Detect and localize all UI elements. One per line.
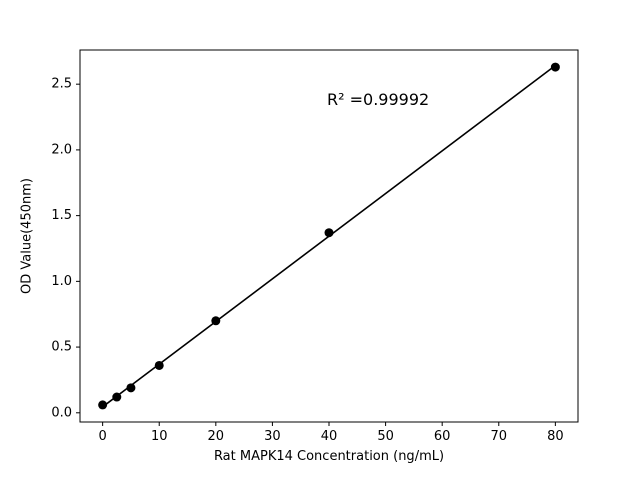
x-tick-label: 70	[490, 429, 507, 444]
x-tick-label: 80	[547, 429, 564, 444]
y-axis-label: OD Value(450nm)	[19, 178, 35, 294]
data-point	[112, 392, 122, 402]
x-tick-label: 40	[321, 429, 338, 444]
y-tick-label: 0.5	[51, 340, 72, 355]
data-point	[98, 400, 108, 410]
x-tick-label: 10	[151, 429, 168, 444]
data-point	[211, 316, 221, 326]
data-point	[154, 360, 164, 370]
data-point	[126, 383, 136, 393]
y-tick-label: 2.5	[51, 77, 72, 92]
x-axis-label: Rat MAPK14 Concentration (ng/mL)	[213, 449, 445, 464]
x-tick-label: 30	[264, 429, 281, 444]
x-tick-label: 0	[98, 429, 106, 444]
y-tick-label: 0.0	[51, 405, 72, 420]
data-point	[550, 62, 560, 72]
y-tick-label: 1.0	[51, 274, 72, 289]
y-tick-label: 1.5	[51, 208, 72, 223]
y-tick-label: 2.0	[51, 142, 72, 157]
x-tick-label: 50	[377, 429, 394, 444]
data-point	[324, 228, 334, 238]
r-squared-annotation: R² =0.99992	[327, 90, 430, 109]
x-tick-label: 60	[434, 429, 451, 444]
x-tick-label: 20	[208, 429, 225, 444]
